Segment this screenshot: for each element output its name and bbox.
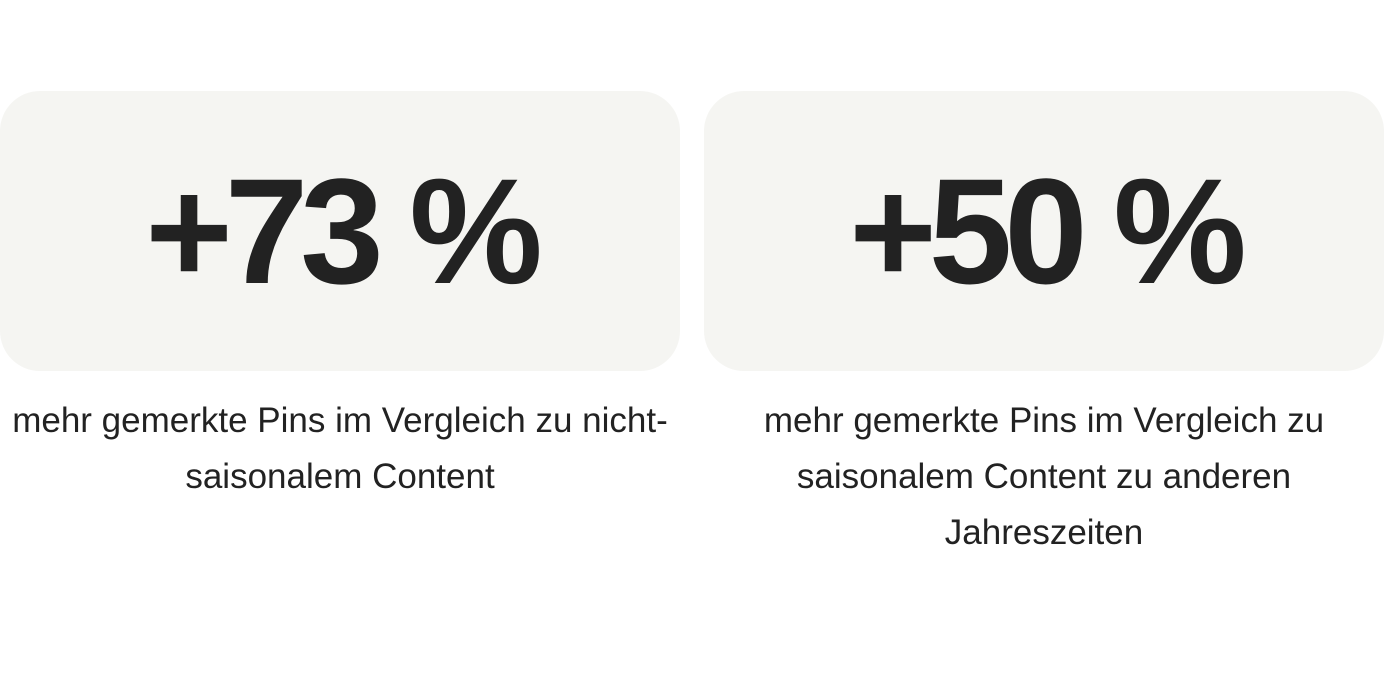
stat-value: +73 % — [145, 147, 542, 315]
stat-value: +50 % — [849, 147, 1246, 315]
stat-block-saves-vs-other-seasons: +50 % mehr gemerkte Pins im Vergleich zu… — [704, 91, 1384, 561]
stat-card: +50 % — [704, 91, 1384, 371]
stat-card: +73 % — [0, 91, 680, 371]
stat-block-saves-vs-non-seasonal: +73 % mehr gemerkte Pins im Vergleich zu… — [0, 91, 680, 505]
stat-description: mehr gemerkte Pins im Vergleich zu nicht… — [12, 401, 668, 496]
stat-description: mehr gemerkte Pins im Vergleich zu saiso… — [763, 401, 1325, 552]
